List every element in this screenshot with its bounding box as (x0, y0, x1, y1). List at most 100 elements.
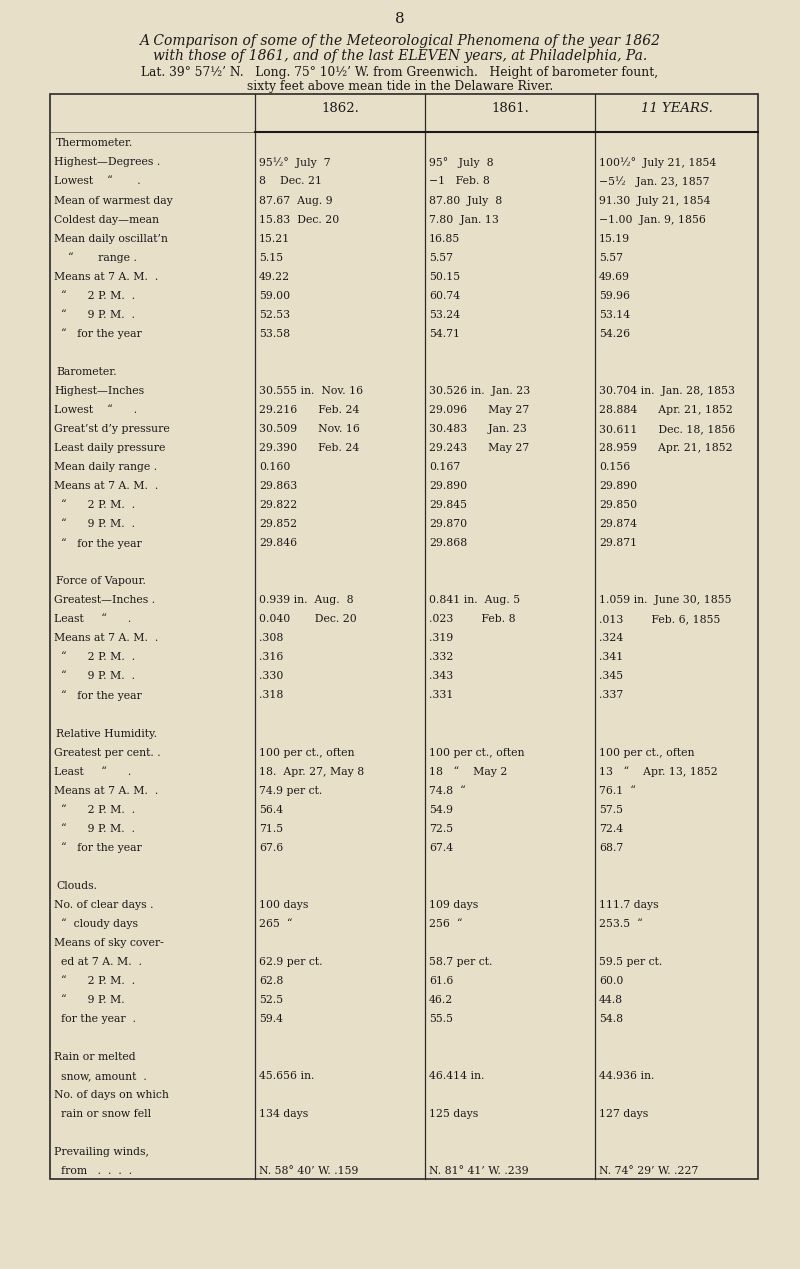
Text: 29.871: 29.871 (599, 538, 637, 548)
Text: 58.7 per ct.: 58.7 per ct. (429, 957, 492, 967)
Text: .343: .343 (429, 671, 454, 681)
Text: No. of days on which: No. of days on which (54, 1090, 169, 1100)
Text: .319: .319 (429, 633, 454, 643)
Text: 45.656 in.: 45.656 in. (259, 1071, 314, 1081)
Text: No. of clear days .: No. of clear days . (54, 900, 154, 910)
Text: Coldest day—mean: Coldest day—mean (54, 214, 159, 225)
Text: 13   “    Apr. 13, 1852: 13 “ Apr. 13, 1852 (599, 766, 718, 777)
Text: 67.4: 67.4 (429, 843, 453, 853)
Text: N. 74° 29’ W. .227: N. 74° 29’ W. .227 (599, 1166, 698, 1176)
Text: for the year  .: for the year . (54, 1014, 136, 1024)
Text: “      2 P. M.  .: “ 2 P. M. . (54, 291, 135, 301)
Text: .341: .341 (599, 652, 623, 662)
Text: 49.69: 49.69 (599, 272, 630, 282)
Text: 49.22: 49.22 (259, 272, 290, 282)
Text: 59.4: 59.4 (259, 1014, 283, 1024)
Text: 29.890: 29.890 (599, 481, 637, 491)
Text: 16.85: 16.85 (429, 233, 460, 244)
Text: ed at 7 A. M.  .: ed at 7 A. M. . (54, 957, 142, 967)
Text: 30.555 in.  Nov. 16: 30.555 in. Nov. 16 (259, 386, 363, 396)
Text: 52.5: 52.5 (259, 995, 283, 1005)
Text: rain or snow fell: rain or snow fell (54, 1109, 151, 1119)
Text: “      9 P. M.  .: “ 9 P. M. . (54, 519, 135, 529)
Text: 1.059 in.  June 30, 1855: 1.059 in. June 30, 1855 (599, 595, 731, 605)
Text: “       range .: “ range . (54, 253, 137, 263)
Text: Means at 7 A. M.  .: Means at 7 A. M. . (54, 633, 158, 643)
Text: Least     “      .: Least “ . (54, 766, 131, 777)
Text: 91.30  July 21, 1854: 91.30 July 21, 1854 (599, 195, 710, 206)
Text: 59.96: 59.96 (599, 291, 630, 301)
Text: 265  “: 265 “ (259, 919, 293, 929)
Text: 30.509      Nov. 16: 30.509 Nov. 16 (259, 424, 360, 434)
Text: Force of Vapour.: Force of Vapour. (56, 576, 146, 586)
Text: 100 per ct., often: 100 per ct., often (599, 747, 694, 758)
Text: Least     “      .: Least “ . (54, 614, 131, 624)
Text: 29.390      Feb. 24: 29.390 Feb. 24 (259, 443, 359, 453)
Text: 76.1  “: 76.1 “ (599, 786, 636, 796)
Text: 0.040       Dec. 20: 0.040 Dec. 20 (259, 614, 357, 624)
Text: 55.5: 55.5 (429, 1014, 453, 1024)
Text: .331: .331 (429, 690, 454, 700)
Text: “   for the year: “ for the year (54, 690, 142, 700)
Text: N. 58° 40’ W. .159: N. 58° 40’ W. .159 (259, 1166, 358, 1176)
Text: 18.  Apr. 27, May 8: 18. Apr. 27, May 8 (259, 766, 364, 777)
Text: 60.74: 60.74 (429, 291, 460, 301)
Text: 29.863: 29.863 (259, 481, 298, 491)
Text: 74.8  “: 74.8 “ (429, 786, 466, 796)
Text: “      2 P. M.  .: “ 2 P. M. . (54, 976, 135, 986)
Text: 29.846: 29.846 (259, 538, 297, 548)
Text: Prevailing winds,: Prevailing winds, (54, 1147, 149, 1157)
Text: 87.67  Aug. 9: 87.67 Aug. 9 (259, 195, 333, 206)
Text: .318: .318 (259, 690, 283, 700)
Text: Greatest—Inches .: Greatest—Inches . (54, 595, 155, 605)
Bar (50, 94, 758, 1179)
Text: 29.216      Feb. 24: 29.216 Feb. 24 (259, 405, 359, 415)
Text: 54.9: 54.9 (429, 805, 453, 815)
Text: 59.00: 59.00 (259, 291, 290, 301)
Text: Lowest    “       .: Lowest “ . (54, 176, 141, 187)
Text: “      2 P. M.  .: “ 2 P. M. . (54, 500, 135, 510)
Text: 72.5: 72.5 (429, 824, 453, 834)
Text: 71.5: 71.5 (259, 824, 283, 834)
Text: −1   Feb. 8: −1 Feb. 8 (429, 176, 490, 187)
Text: 15.21: 15.21 (259, 233, 290, 244)
Text: 61.6: 61.6 (429, 976, 454, 986)
Text: 8    Dec. 21: 8 Dec. 21 (259, 176, 322, 187)
Text: 15.19: 15.19 (599, 233, 630, 244)
Text: 7.80  Jan. 13: 7.80 Jan. 13 (429, 214, 499, 225)
Text: 0.167: 0.167 (429, 462, 460, 472)
Text: 253.5  “: 253.5 “ (599, 919, 642, 929)
Text: Relative Humidity.: Relative Humidity. (56, 728, 157, 739)
Text: 29.874: 29.874 (599, 519, 637, 529)
Text: 95°   July  8: 95° July 8 (429, 157, 494, 168)
Text: 29.243      May 27: 29.243 May 27 (429, 443, 530, 453)
Text: −5½   Jan. 23, 1857: −5½ Jan. 23, 1857 (599, 176, 710, 187)
Text: Great’st d’y pressure: Great’st d’y pressure (54, 424, 170, 434)
Text: Lowest    “      .: Lowest “ . (54, 405, 137, 415)
Text: from   .  .  .  .: from . . . . (54, 1166, 132, 1176)
Text: Highest—Inches: Highest—Inches (54, 386, 144, 396)
Text: 52.53: 52.53 (259, 310, 290, 320)
Text: 30.526 in.  Jan. 23: 30.526 in. Jan. 23 (429, 386, 530, 396)
Text: 100½°  July 21, 1854: 100½° July 21, 1854 (599, 157, 716, 168)
Text: “      2 P. M.  .: “ 2 P. M. . (54, 805, 135, 815)
Text: Clouds.: Clouds. (56, 881, 97, 891)
Text: .330: .330 (259, 671, 283, 681)
Text: “      9 P. M.  .: “ 9 P. M. . (54, 671, 135, 681)
Text: “      9 P. M.  .: “ 9 P. M. . (54, 824, 135, 834)
Text: 100 per ct., often: 100 per ct., often (429, 747, 525, 758)
Text: 5.15: 5.15 (259, 253, 283, 263)
Text: Rain or melted: Rain or melted (54, 1052, 136, 1062)
Text: 44.936 in.: 44.936 in. (599, 1071, 654, 1081)
Text: 29.868: 29.868 (429, 538, 467, 548)
Text: 18   “    May 2: 18 “ May 2 (429, 766, 507, 777)
Text: 15.83  Dec. 20: 15.83 Dec. 20 (259, 214, 339, 225)
Text: Greatest per cent. .: Greatest per cent. . (54, 747, 161, 758)
Text: 59.5 per ct.: 59.5 per ct. (599, 957, 662, 967)
Text: Lat. 39° 57½’ N.   Long. 75° 10½’ W. from Greenwich.   Height of barometer fount: Lat. 39° 57½’ N. Long. 75° 10½’ W. from … (142, 66, 658, 79)
Text: 50.15: 50.15 (429, 272, 460, 282)
Text: 54.71: 54.71 (429, 329, 460, 339)
Text: 53.58: 53.58 (259, 329, 290, 339)
Text: 29.890: 29.890 (429, 481, 467, 491)
Text: 46.2: 46.2 (429, 995, 454, 1005)
